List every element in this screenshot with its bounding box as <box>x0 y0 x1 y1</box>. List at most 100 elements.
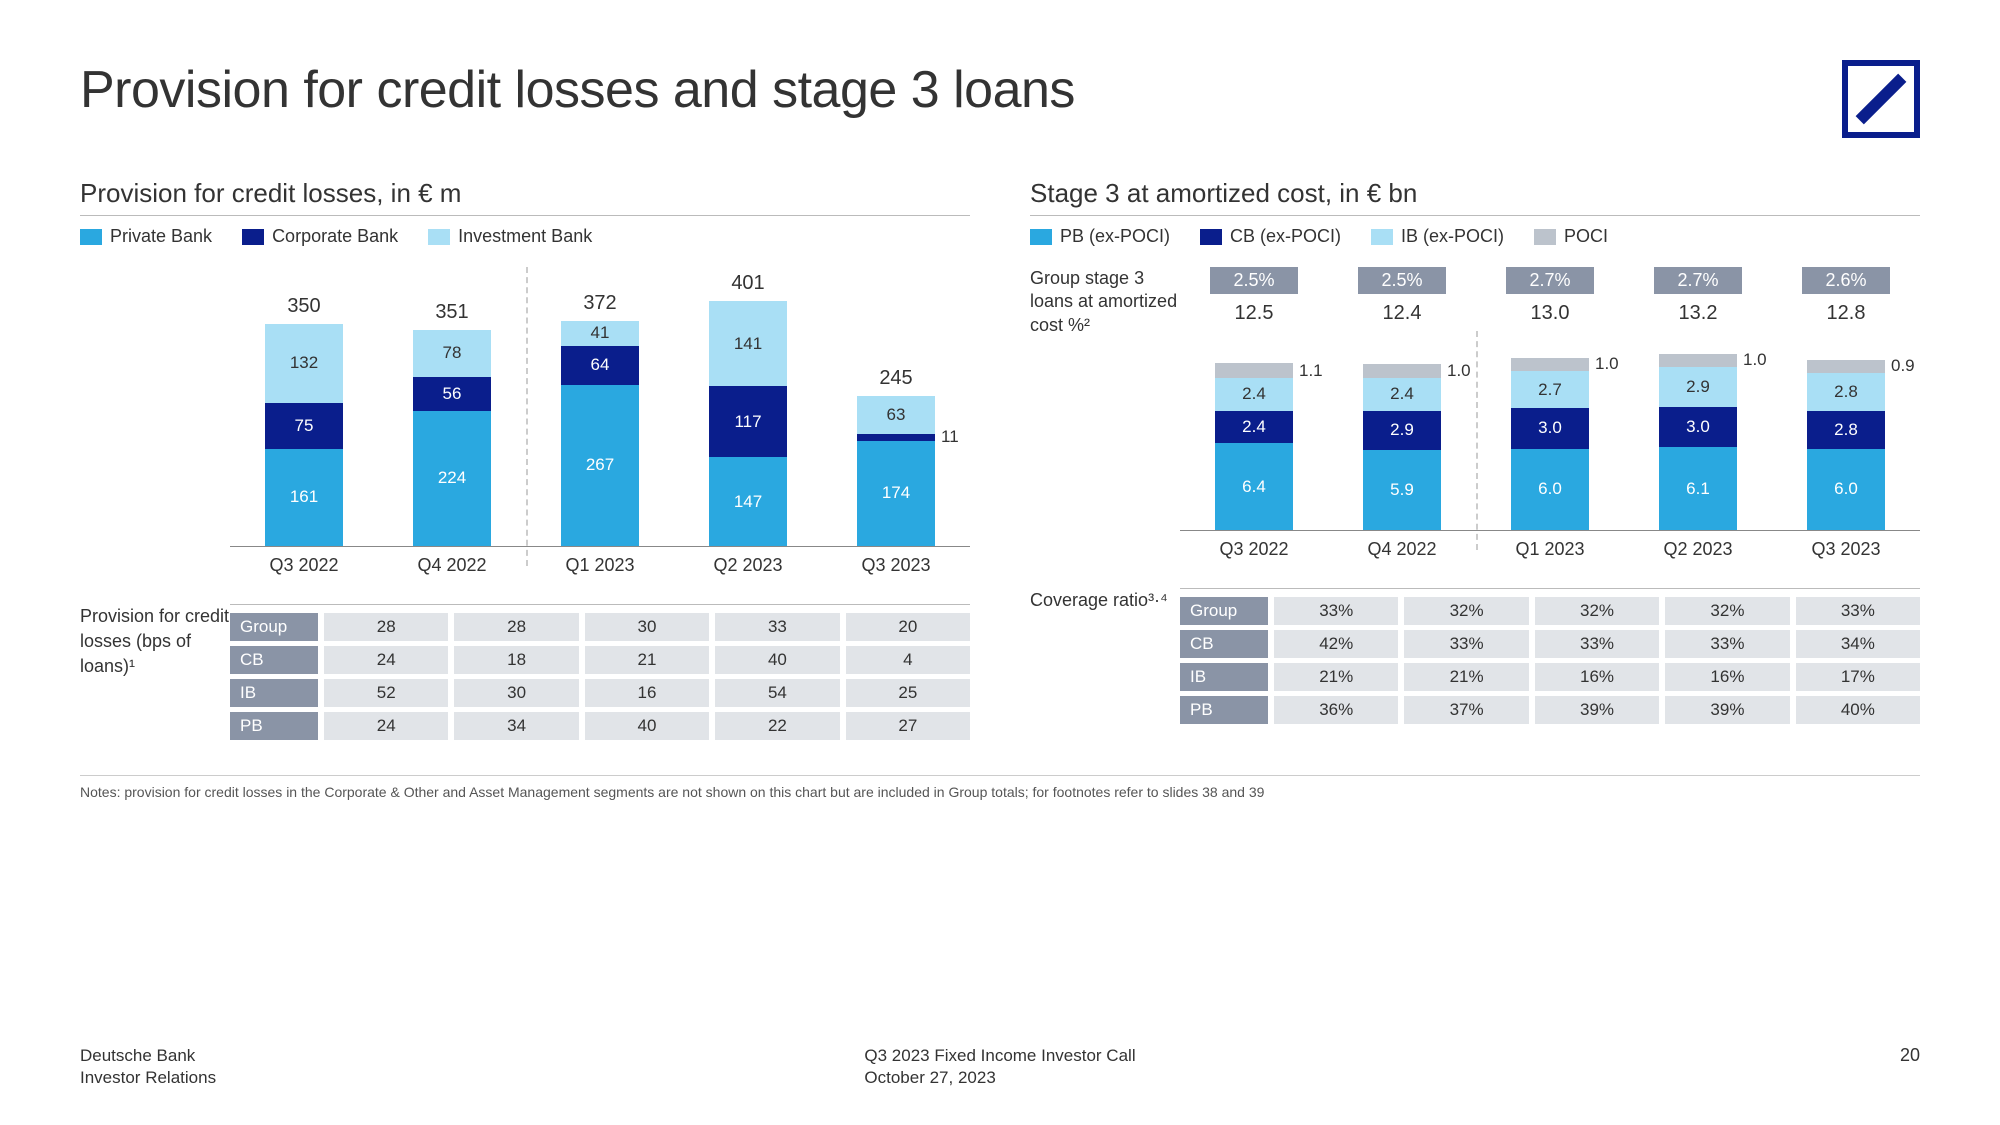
table-cell: 33 <box>715 613 839 641</box>
right-table-wrap: Coverage ratio³·⁴ Group33%32%32%32%33%CB… <box>1030 588 1920 729</box>
footer-left: Deutsche Bank Investor Relations <box>80 1045 216 1089</box>
x-label: Q4 2022 <box>378 555 526 576</box>
x-label: Q1 2023 <box>1476 539 1624 560</box>
bar-segment-ib: 2.4 <box>1215 378 1293 411</box>
table-cell: 21% <box>1274 663 1398 691</box>
left-chart-wrap: 3501617513235122456783722676441401147117… <box>80 267 970 576</box>
footer: Deutsche Bank Investor Relations Q3 2023… <box>80 1045 1920 1089</box>
x-label: Q4 2022 <box>1328 539 1476 560</box>
notes: Notes: provision for credit losses in th… <box>80 775 1920 800</box>
bar-segment-cb: 75 <box>265 403 343 448</box>
left-chart-area: 3501617513235122456783722676441401147117… <box>230 267 970 576</box>
panels: Provision for credit losses, in € m Priv… <box>80 178 1920 745</box>
right-badges: 2.5%2.5%2.7%2.7%2.6% <box>1180 267 1920 294</box>
x-label: Q2 2023 <box>1624 539 1772 560</box>
stacked-bar: 16175132 <box>265 324 343 547</box>
footer-center: Q3 2023 Fixed Income Investor Call Octob… <box>864 1045 1135 1089</box>
bar-segment-pb: 6.1 <box>1659 447 1737 530</box>
right-panel-title: Stage 3 at amortized cost, in € bn <box>1030 178 1920 216</box>
table-row: PB2434402227 <box>230 712 970 740</box>
bar-segment-ib: 78 <box>413 330 491 377</box>
table-cell: 33% <box>1404 630 1528 658</box>
bar-segment-ib: 2.9 <box>1659 367 1737 406</box>
stacked-bar: 147117141 <box>709 301 787 546</box>
table-cell: 21% <box>1404 663 1528 691</box>
legend-swatch <box>1371 229 1393 245</box>
table-cell: 28 <box>324 613 448 641</box>
legend-label: POCI <box>1564 226 1608 247</box>
right-chart-wrap: Group stage 3 loans at amortized cost %²… <box>1030 267 1920 560</box>
x-label: Q1 2023 <box>526 555 674 576</box>
bar-segment-poci: 0.9 <box>1807 360 1885 372</box>
table-cell: 24 <box>324 712 448 740</box>
legend-item: POCI <box>1534 226 1608 247</box>
bar-total: 12.5 <box>1180 302 1328 325</box>
bar-total: 13.0 <box>1476 302 1624 325</box>
right-x-labels: Q3 2022Q4 2022Q1 2023Q2 2023Q3 2023 <box>1180 539 1920 560</box>
table-cell: 36% <box>1274 696 1398 724</box>
bar-segment-cb: 64 <box>561 346 639 385</box>
left-side-spacer <box>80 267 230 477</box>
bar-total: 12.8 <box>1772 302 1920 325</box>
table-cell: 17% <box>1796 663 1920 691</box>
stacked-bar: 6.02.82.80.9 <box>1807 360 1885 530</box>
table-cell: 37% <box>1404 696 1528 724</box>
bar-col: 3512245678 <box>378 267 526 546</box>
left-panel-title: Provision for credit losses, in € m <box>80 178 970 216</box>
bar-segment-pb: 161 <box>265 449 343 546</box>
divider <box>230 604 970 605</box>
bar-segment-poci: 1.0 <box>1363 364 1441 378</box>
table-cell: 54 <box>715 679 839 707</box>
bar-col: 6.13.02.91.0 <box>1624 331 1772 530</box>
left-table-side-label: Provision for credit losses (bps of loan… <box>80 604 230 745</box>
legend-swatch <box>1534 229 1556 245</box>
table-cell: 32% <box>1665 597 1789 625</box>
left-x-labels: Q3 2022Q4 2022Q1 2023Q2 2023Q3 2023 <box>230 555 970 576</box>
bar-segment-ib: 2.4 <box>1363 378 1441 411</box>
table-cell: 25 <box>846 679 970 707</box>
bar-segment-cb: 3.0 <box>1511 408 1589 449</box>
bar-segment-ib: 132 <box>265 324 343 404</box>
stacked-bar: 6.03.02.71.0 <box>1511 358 1589 530</box>
row-head: Group <box>1180 597 1268 625</box>
right-table-side-label: Coverage ratio³·⁴ <box>1030 588 1180 729</box>
db-logo <box>1842 60 1920 138</box>
table-cell: 24 <box>324 646 448 674</box>
table-cell: 42% <box>1274 630 1398 658</box>
row-head: IB <box>1180 663 1268 691</box>
stacked-bar: 6.42.42.41.1 <box>1215 363 1293 530</box>
stacked-bar: 2676441 <box>561 321 639 546</box>
bar-segment-cb: 2.8 <box>1807 411 1885 449</box>
bar-col: 5.92.92.41.0 <box>1328 331 1476 530</box>
header: Provision for credit losses and stage 3 … <box>80 60 1920 138</box>
table-cell: 18 <box>454 646 578 674</box>
right-totals: 12.512.413.013.212.8 <box>1180 302 1920 325</box>
pct-badge: 2.5% <box>1358 267 1446 294</box>
table-row: IB5230165425 <box>230 679 970 707</box>
table-cell: 52 <box>324 679 448 707</box>
bar-segment-cb: 117 <box>709 386 787 457</box>
table-cell: 4 <box>846 646 970 674</box>
x-label: Q2 2023 <box>674 555 822 576</box>
x-label: Q3 2023 <box>1772 539 1920 560</box>
table-cell: 28 <box>454 613 578 641</box>
bar-total: 13.2 <box>1624 302 1772 325</box>
legend-label: CB (ex-POCI) <box>1230 226 1341 247</box>
bar-total: 401 <box>674 272 822 295</box>
legend-label: IB (ex-POCI) <box>1401 226 1504 247</box>
table-cell: 21 <box>585 646 709 674</box>
right-legend: PB (ex-POCI) CB (ex-POCI) IB (ex-POCI) POCI <box>1030 226 1920 247</box>
table-cell: 27 <box>846 712 970 740</box>
table-cell: 16% <box>1665 663 1789 691</box>
stacked-bar: 1741163 <box>857 396 935 546</box>
table-row: Group33%32%32%32%33% <box>1180 597 1920 625</box>
legend-item: PB (ex-POCI) <box>1030 226 1170 247</box>
table-cell: 39% <box>1535 696 1659 724</box>
pct-badge: 2.7% <box>1654 267 1742 294</box>
table-cell: 40% <box>1796 696 1920 724</box>
footer-dept: Investor Relations <box>80 1067 216 1089</box>
bar-segment-pb: 174 <box>857 441 935 546</box>
bar-segment-poci: 1.0 <box>1659 354 1737 368</box>
bar-segment-ib: 2.7 <box>1511 371 1589 408</box>
x-label: Q3 2023 <box>822 555 970 576</box>
